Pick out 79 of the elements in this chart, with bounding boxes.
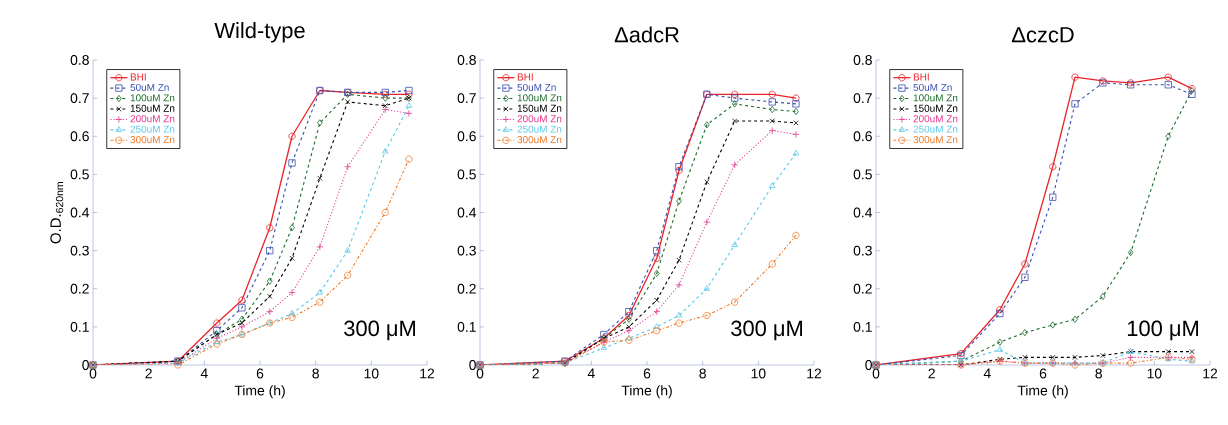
x-tick-label: 10 [751, 368, 766, 379]
x-tick-label: 12 [807, 368, 822, 379]
y-tick-label: 0 [82, 360, 89, 370]
x-tick-label: 4 [983, 368, 991, 379]
annotation: 300 μM [731, 320, 802, 341]
legend-label: 200uM Zn [913, 115, 958, 123]
legend-label: 250uM Zn [517, 125, 562, 133]
legend-label: BHI [913, 73, 929, 81]
legend-label: 50uM Zn [517, 83, 556, 91]
y-tick-label: 0.4 [457, 207, 477, 218]
y-tick-label: 0.5 [853, 169, 872, 180]
x-tick-label: 8 [1095, 368, 1102, 379]
y-axis-title: O.D.$_{620nm}$ [50, 182, 64, 244]
x-tick-label: 10 [364, 368, 379, 379]
y-tick-label: 0.7 [853, 93, 872, 104]
x-tick-label: 0 [872, 368, 880, 379]
legend-label: BHI [130, 73, 146, 81]
legend-label: 200uM Zn [130, 115, 175, 123]
y-tick-label: 0.4 [70, 207, 90, 218]
y-tick-label: 0.6 [70, 131, 89, 142]
y-tick-label: 0.1 [457, 321, 476, 332]
legend-label: 300uM Zn [517, 136, 562, 144]
y-tick-label: 0 [469, 360, 476, 370]
y-tick-label: 0.5 [70, 169, 89, 180]
chart-title: ΔadcR [614, 26, 679, 43]
y-tick-label: 0.5 [457, 169, 476, 180]
legend-label: 100uM Zn [913, 94, 958, 102]
x-tick-label: 6 [256, 368, 264, 379]
y-tick-label: 0.2 [853, 283, 872, 294]
legend-label: 150uM Zn [130, 104, 175, 112]
y-tick-label: 0.7 [70, 93, 89, 104]
x-tick-label: 8 [699, 368, 706, 379]
y-tick-label: 0.6 [853, 131, 872, 142]
legend-label: 300uM Zn [913, 136, 958, 144]
annotation: 300 μM [344, 320, 415, 341]
legend-label: 50uM Zn [913, 83, 952, 91]
x-tick-label: 0 [476, 368, 484, 379]
chart-title: Wild-type [214, 22, 305, 43]
y-tick-label: 0 [865, 360, 872, 370]
legend-label: 100uM Zn [517, 94, 562, 102]
y-tick-label: 0.3 [853, 245, 872, 256]
legend-label: 250uM Zn [913, 125, 958, 133]
chart-title: ΔczcD [1012, 27, 1074, 43]
legend-label: 150uM Zn [517, 104, 562, 112]
y-tick-label: 0.3 [457, 245, 476, 256]
y-tick-label: 0.3 [70, 245, 89, 256]
y-tick-label: 0.8 [70, 55, 89, 65]
x-axis-title: Time (h) [621, 385, 672, 399]
y-tick-label: 0.8 [457, 55, 476, 65]
x-tick-label: 12 [1203, 368, 1218, 379]
x-tick-label: 4 [587, 368, 595, 379]
x-tick-label: 2 [532, 368, 539, 379]
x-tick-label: 2 [145, 368, 152, 379]
x-tick-label: 2 [928, 368, 935, 379]
y-tick-label: 0.8 [853, 55, 872, 65]
annotation: 100 μM [1127, 320, 1198, 341]
x-tick-label: 0 [89, 368, 97, 379]
legend-label: BHI [517, 73, 533, 81]
legend-label: 200uM Zn [517, 115, 562, 123]
y-tick-label: 0.6 [457, 131, 476, 142]
legend-label: 150uM Zn [913, 104, 958, 112]
x-tick-label: 8 [312, 368, 319, 379]
legend-label: 300uM Zn [130, 136, 175, 144]
x-tick-label: 6 [1039, 368, 1047, 379]
y-tick-label: 0.7 [457, 93, 476, 104]
x-tick-label: 10 [1147, 368, 1162, 379]
x-tick-label: 12 [420, 368, 435, 379]
y-tick-label: 0.2 [70, 283, 89, 294]
x-axis-title: Time (h) [234, 385, 285, 399]
legend-label: 50uM Zn [130, 83, 169, 91]
x-tick-label: 4 [200, 368, 208, 379]
x-tick-label: 6 [643, 368, 651, 379]
y-tick-label: 0.2 [457, 283, 476, 294]
y-tick-label: 0.1 [70, 321, 89, 332]
y-tick-label: 0.1 [853, 321, 872, 332]
legend-label: 100uM Zn [130, 94, 175, 102]
x-axis-title: Time (h) [1017, 385, 1068, 399]
y-tick-label: 0.4 [853, 207, 873, 218]
legend-label: 250uM Zn [130, 125, 175, 133]
